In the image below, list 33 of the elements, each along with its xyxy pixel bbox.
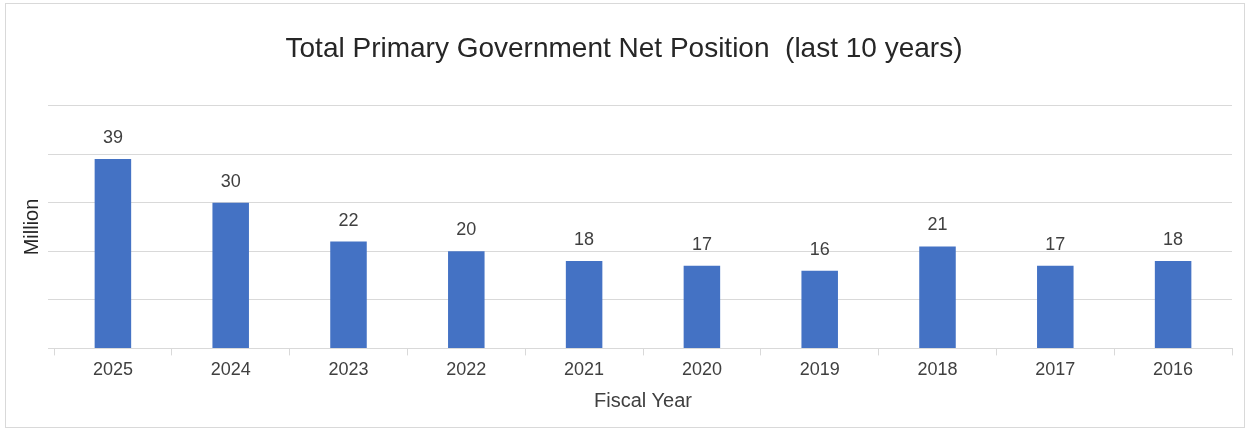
bar [565,260,603,348]
data-label: 17 [691,233,712,254]
y-axis-title: Million [19,198,42,256]
data-label: 30 [220,170,241,191]
x-tick-label: 2017 [1035,359,1076,380]
x-tick-label: 2022 [446,359,487,380]
chart-title: Total Primary Government Net Position (last 10 years) [285,31,963,63]
x-tick-label: 2024 [210,359,251,380]
x-tick-label: 2016 [1153,359,1194,380]
data-label: 18 [1163,228,1184,249]
data-label: 21 [927,214,948,235]
data-label: 22 [338,209,359,230]
data-label: 39 [102,126,123,147]
bar [448,251,485,348]
x-axis-title: Fiscal Year [594,388,693,411]
bar [1037,265,1074,348]
x-tick-label: 2019 [799,359,840,380]
x-tick-label: 2025 [92,359,133,380]
bar [1154,260,1192,348]
x-tick-label: 2018 [917,359,958,380]
bar [683,265,721,348]
bar [801,270,838,348]
bar [212,202,249,348]
data-label: 17 [1045,233,1066,254]
bar [330,241,367,348]
bar [919,246,956,348]
x-tick-label: 2020 [681,359,722,380]
data-label: 20 [456,219,477,240]
data-label: 16 [809,238,830,259]
bar [94,159,132,348]
data-label: 18 [574,228,595,249]
x-tick-label: 2021 [564,359,605,380]
x-tick-label: 2023 [328,359,369,380]
